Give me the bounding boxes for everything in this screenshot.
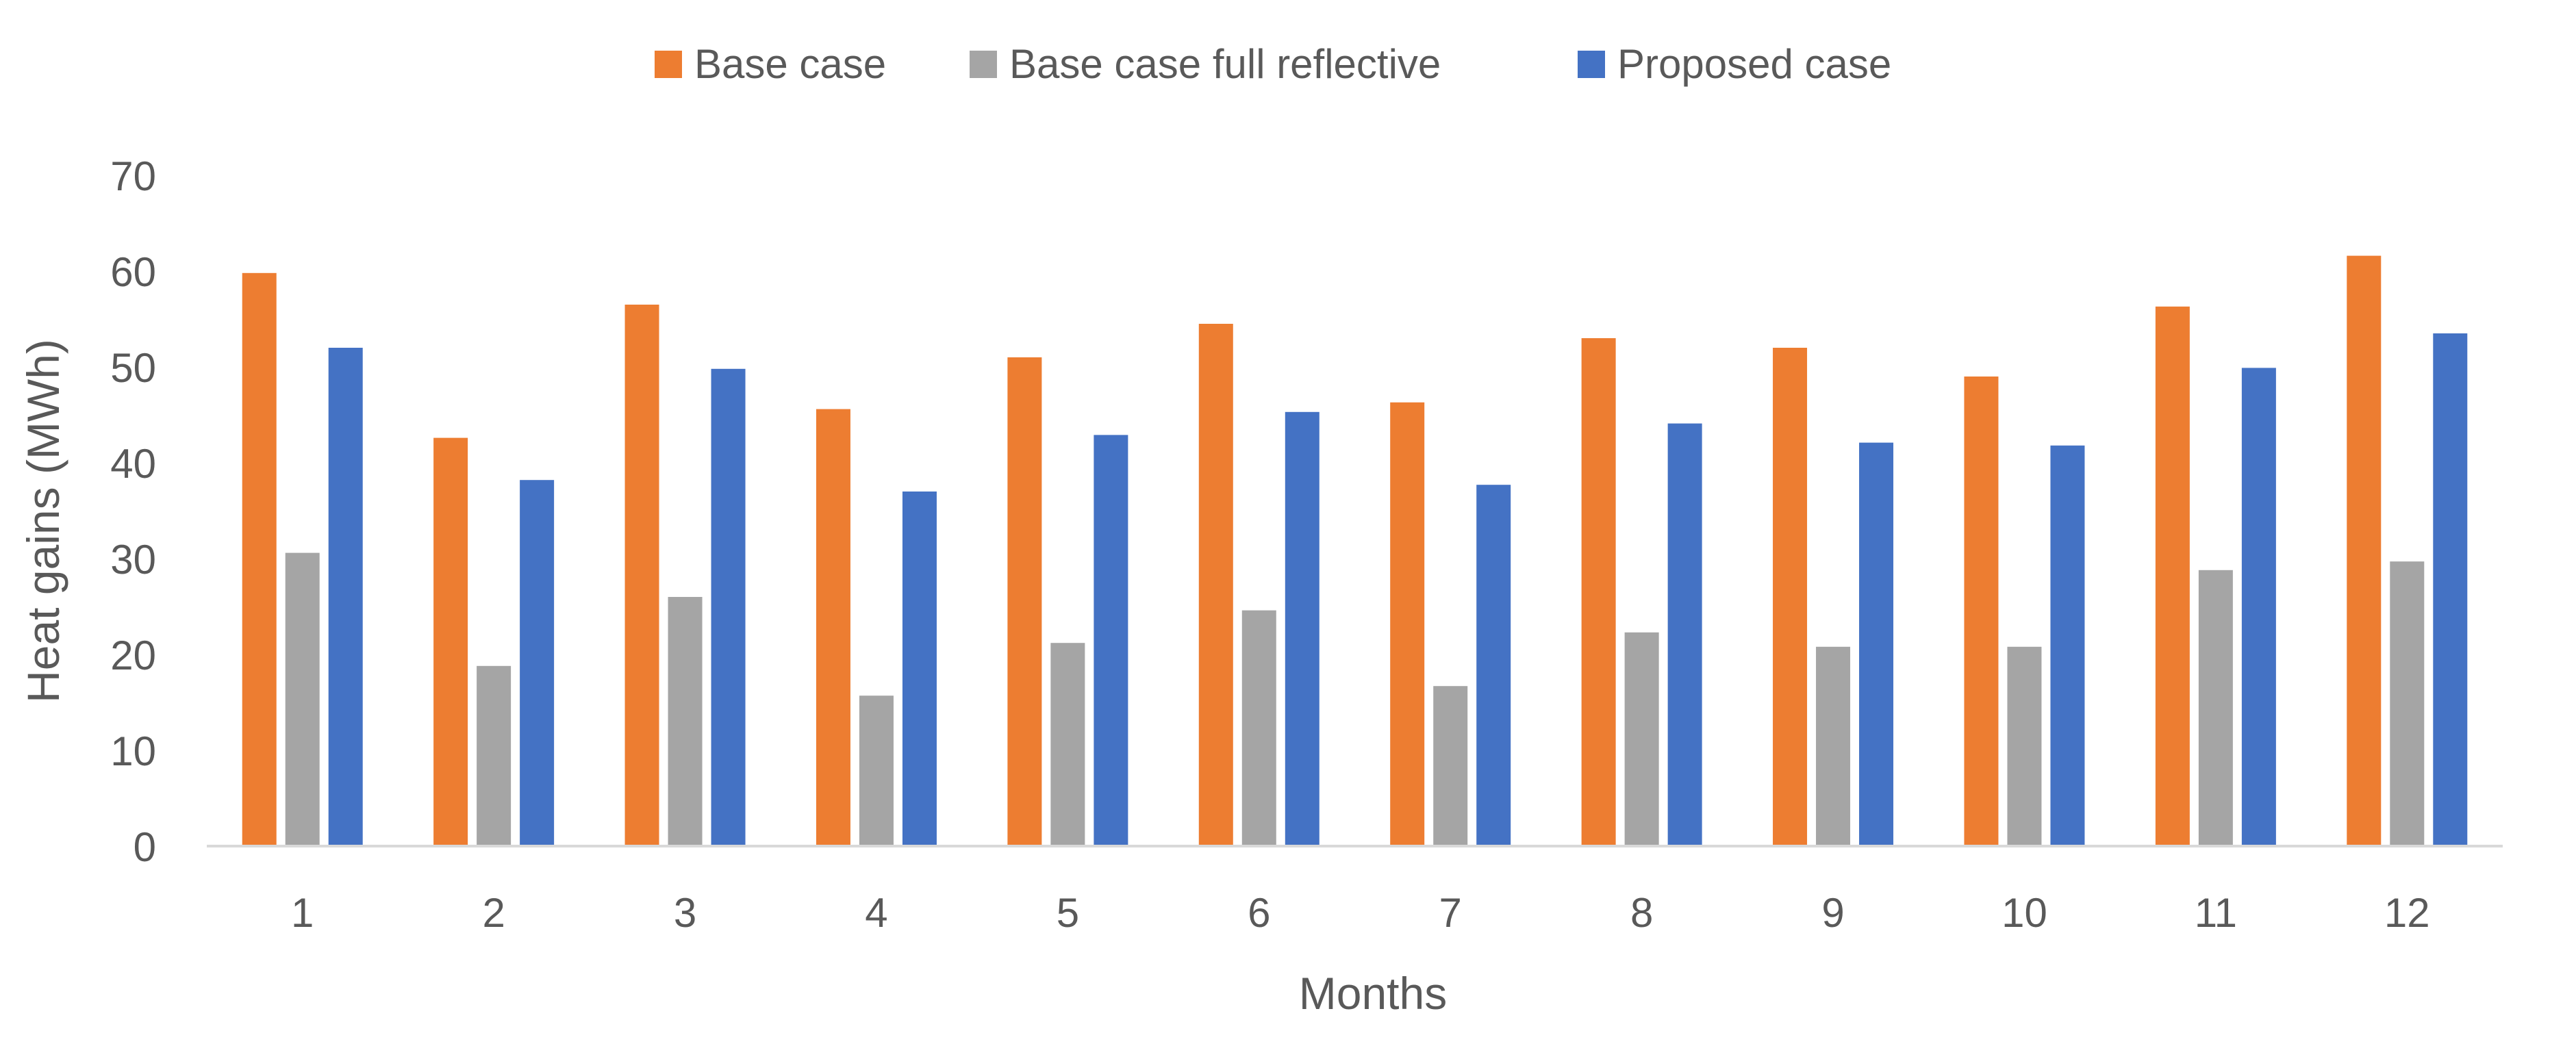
bar-proposed-case-month-4 [902, 492, 937, 846]
bar-base-case-month-7 [1390, 402, 1425, 846]
x-tick-label: 7 [1439, 890, 1462, 936]
bar-base-case-full-reflective-month-2 [477, 665, 512, 846]
bar-base-case-month-3 [624, 305, 659, 846]
bar-base-case-full-reflective-month-1 [285, 552, 320, 846]
bar-proposed-case-month-11 [2241, 368, 2276, 846]
bar-base-case-full-reflective-month-4 [859, 696, 894, 846]
bars [242, 255, 2468, 847]
bar-base-case-full-reflective-month-6 [1241, 610, 1276, 846]
x-tick-label: 9 [1821, 890, 1844, 936]
bar-proposed-case-month-7 [1476, 485, 1511, 846]
legend-swatch [970, 51, 997, 78]
x-tick-label: 10 [2002, 890, 2047, 936]
legend-item-proposed-case: Proposed case [1578, 41, 1891, 87]
bar-base-case-month-9 [1773, 348, 1808, 846]
bar-base-case-month-10 [1964, 377, 1999, 846]
y-axis-title: Heat gains (MWh) [18, 339, 68, 703]
bar-base-case-month-8 [1581, 338, 1616, 846]
y-tick-label: 20 [110, 633, 156, 678]
y-tick-label: 30 [110, 537, 156, 583]
bar-base-case-month-4 [816, 409, 850, 846]
legend-item-base-case: Base case [655, 41, 886, 87]
bar-base-case-full-reflective-month-7 [1433, 686, 1468, 846]
legend: Base case Base case full reflective Propos… [655, 41, 1891, 87]
bar-base-case-month-5 [1007, 357, 1042, 846]
y-tick-label: 40 [110, 441, 156, 487]
x-tick-label: 2 [482, 890, 505, 936]
legend-swatch [655, 51, 682, 78]
bar-base-case-month-6 [1198, 324, 1233, 846]
x-tick-label: 4 [865, 890, 887, 936]
x-tick-label: 11 [2195, 890, 2237, 936]
bar-proposed-case-month-3 [711, 368, 746, 846]
bar-base-case-month-11 [2155, 306, 2190, 846]
bar-base-case-month-1 [242, 272, 277, 846]
legend-swatch [1578, 51, 1605, 78]
bar-proposed-case-month-8 [1667, 423, 1702, 846]
bar-base-case-full-reflective-month-11 [2198, 570, 2233, 846]
bar-base-case-full-reflective-month-5 [1050, 643, 1085, 846]
x-tick-label: 5 [1057, 890, 1079, 936]
bar-proposed-case-month-5 [1094, 435, 1128, 846]
bar-proposed-case-month-10 [2050, 445, 2085, 846]
bar-base-case-full-reflective-month-12 [2390, 561, 2425, 846]
bar-base-case-full-reflective-month-9 [1816, 646, 1851, 846]
x-axis-title: Months [1299, 968, 1447, 1019]
x-tick-label: 8 [1630, 890, 1653, 936]
bar-proposed-case-month-6 [1285, 411, 1319, 846]
bar-proposed-case-month-9 [1859, 442, 1894, 846]
bar-base-case-full-reflective-month-10 [2007, 646, 2042, 846]
bar-base-case-full-reflective-month-8 [1624, 632, 1659, 846]
legend-item-base-case-full-reflective: Base case full reflective [970, 41, 1441, 87]
bar-proposed-case-month-1 [328, 348, 363, 846]
x-axis: 1 2 3 4 5 6 7 8 9 10 11 12 [291, 890, 2430, 936]
bar-base-case-month-2 [433, 437, 468, 846]
x-tick-label: 6 [1248, 890, 1270, 936]
legend-label: Base case full reflective [1009, 41, 1441, 87]
x-tick-label: 12 [2384, 890, 2430, 936]
bar-proposed-case-month-12 [2433, 333, 2468, 846]
y-tick-label: 0 [134, 824, 156, 870]
bar-proposed-case-month-2 [520, 480, 555, 846]
legend-label: Proposed case [1617, 41, 1891, 87]
y-axis: 0 10 20 30 40 50 60 70 [110, 153, 156, 870]
bar-base-case-full-reflective-month-3 [668, 597, 703, 846]
y-tick-label: 10 [110, 728, 156, 774]
x-tick-label: 3 [674, 890, 696, 936]
y-tick-label: 60 [110, 249, 156, 295]
y-tick-label: 50 [110, 345, 156, 391]
legend-label: Base case [694, 41, 886, 87]
x-tick-label: 1 [291, 890, 314, 936]
bar-base-case-month-12 [2347, 255, 2382, 847]
y-tick-label: 70 [110, 153, 156, 199]
